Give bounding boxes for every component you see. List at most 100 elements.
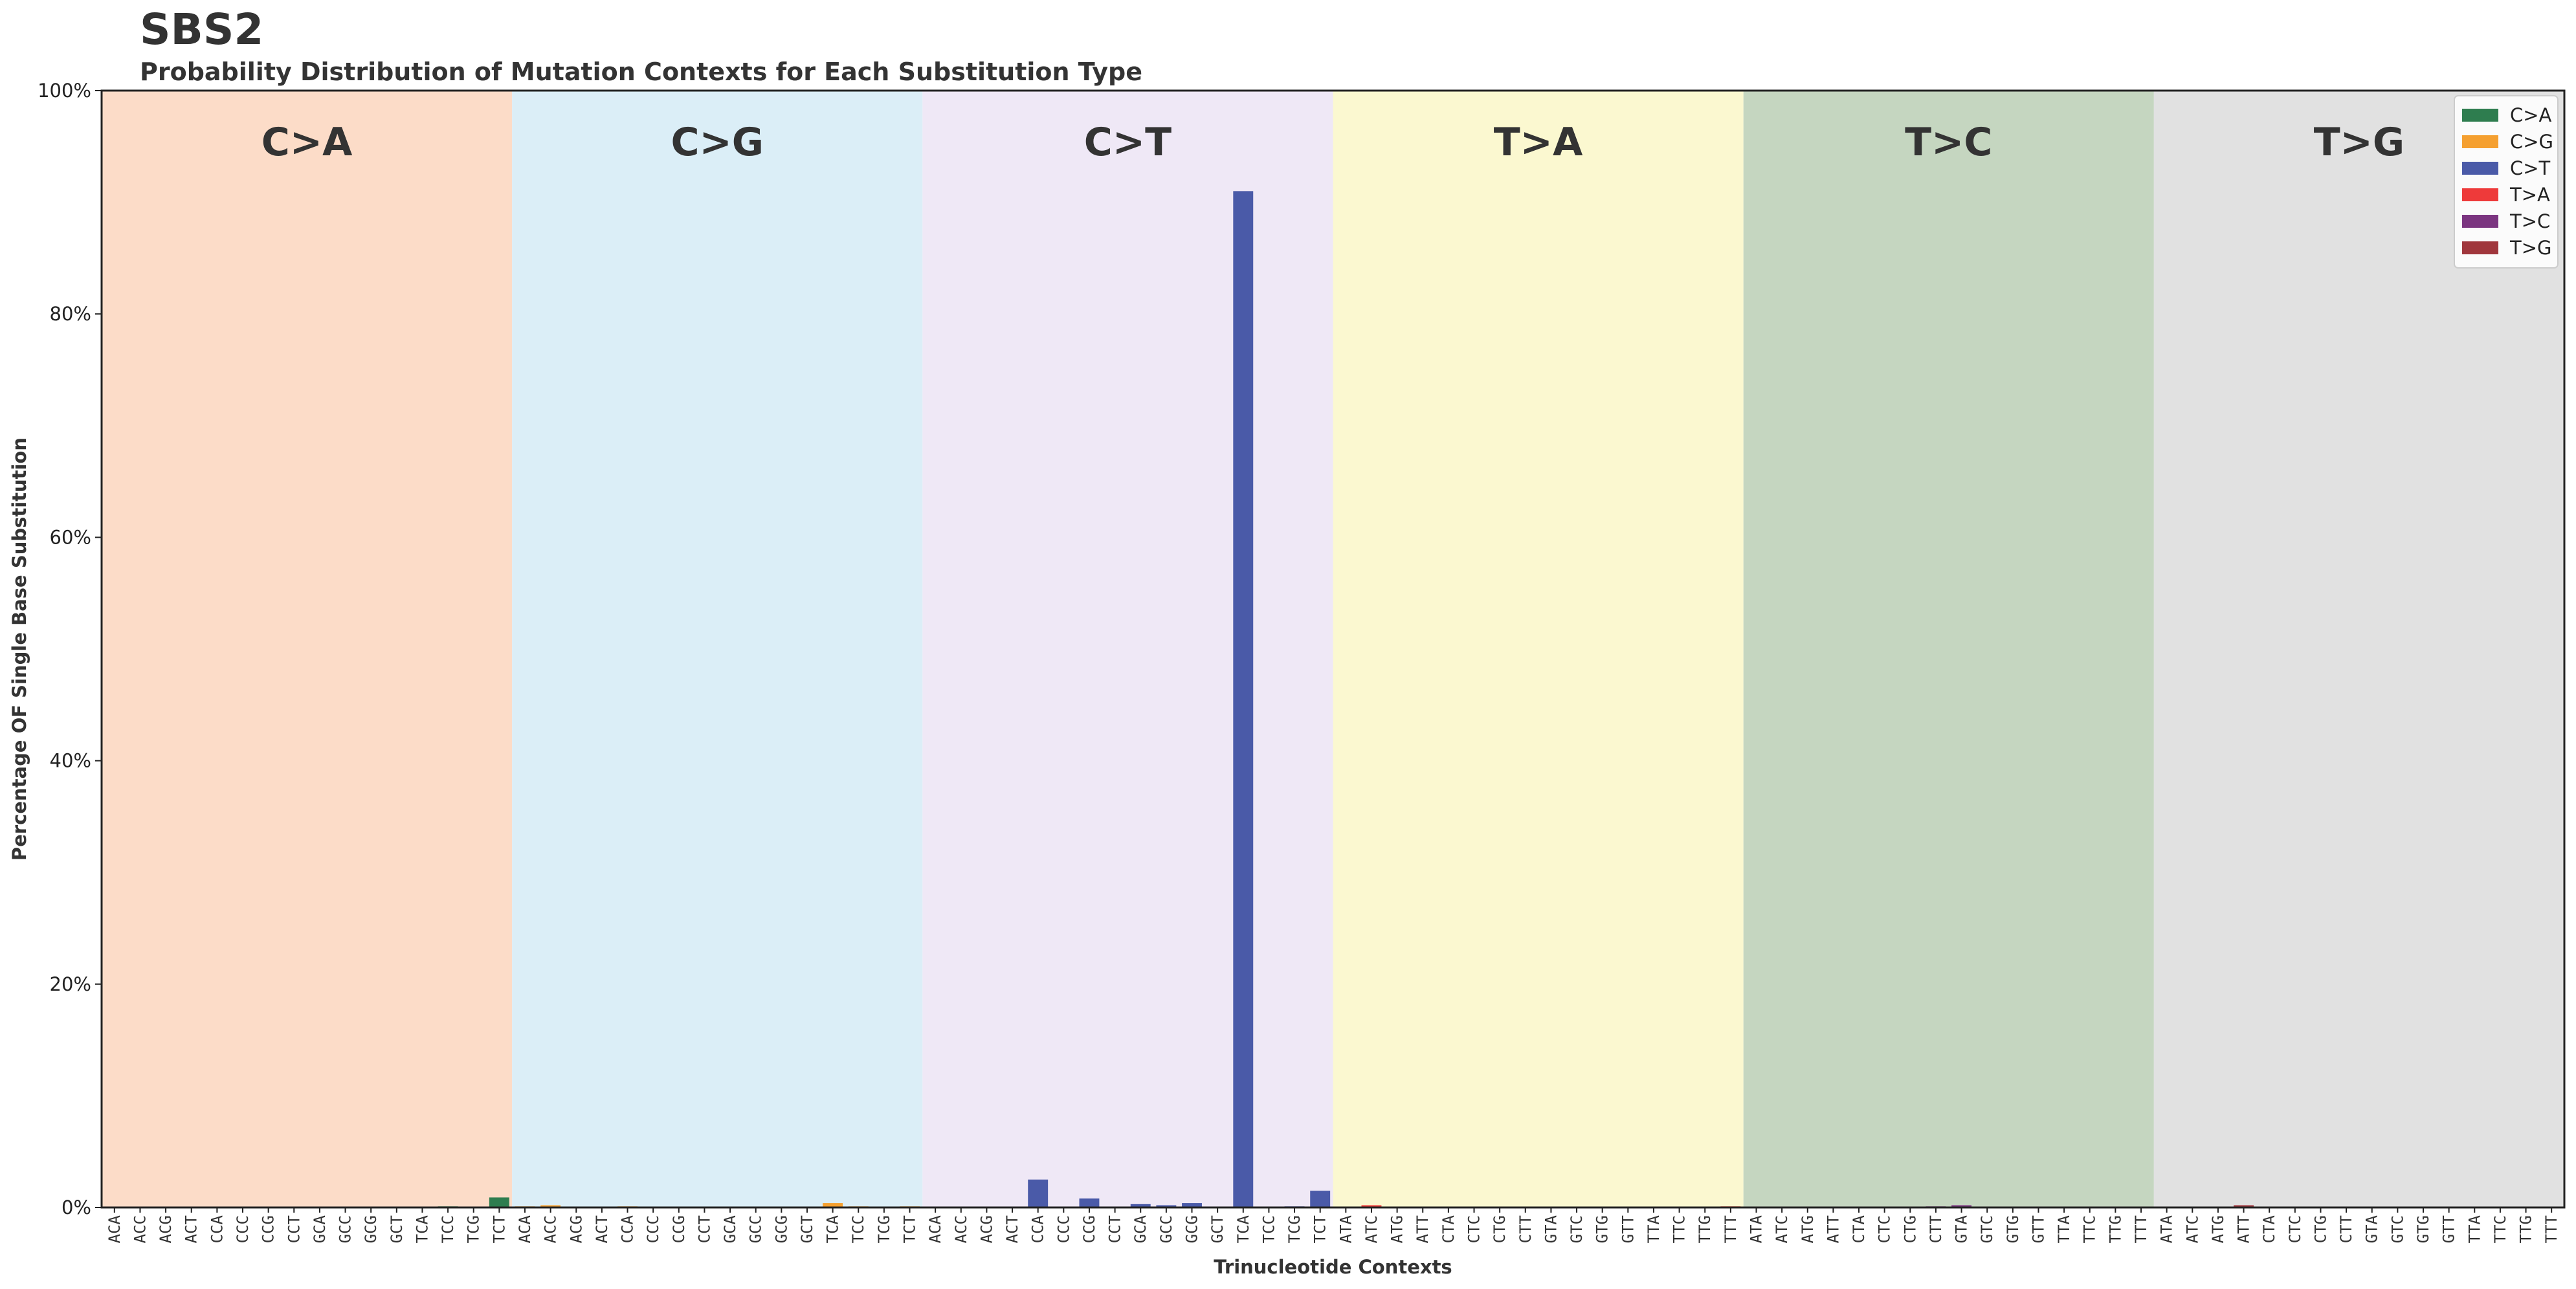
x-tick-label: ACG: [567, 1215, 585, 1243]
x-tick-label: TTT: [2132, 1215, 2150, 1243]
x-tick-label: GTA: [1953, 1215, 1971, 1243]
x-tick-label: TTA: [2465, 1215, 2483, 1243]
x-axis-ticks: ACA ACC ACG ACT CCA CCC CCG CCT GCA GCC GCG GCT TCA T…: [105, 1207, 2560, 1243]
segment-background: [1743, 91, 2154, 1207]
x-tick-label: GCC: [1157, 1215, 1175, 1243]
x-tick-label: ATG: [1799, 1215, 1817, 1243]
x-tick-label: GCA: [311, 1215, 329, 1243]
x-tick-label: TTT: [1722, 1215, 1740, 1243]
x-tick-label: ATC: [1362, 1215, 1381, 1243]
legend-label: C>T: [2510, 157, 2551, 179]
y-tick-label: 60%: [50, 526, 91, 548]
x-tick-label: GTG: [1593, 1215, 1612, 1243]
x-tick-label: CCA: [619, 1215, 637, 1243]
segment-background: [512, 91, 923, 1207]
bar: [1028, 1179, 1049, 1207]
segment-background: [922, 91, 1333, 1207]
bar: [1233, 191, 1254, 1208]
x-tick-label: CTA: [1439, 1215, 1458, 1243]
x-tick-label: TCT: [901, 1215, 919, 1243]
x-tick-label: CTG: [1901, 1215, 1919, 1243]
bar: [1951, 1205, 1972, 1207]
segment-background: [1333, 91, 1744, 1207]
bar: [1079, 1198, 1100, 1207]
x-tick-label: TTT: [2542, 1215, 2560, 1243]
x-tick-label: CTC: [1876, 1215, 1894, 1243]
x-tick-label: GTA: [1542, 1215, 1560, 1243]
x-tick-label: CTA: [1850, 1215, 1868, 1243]
x-tick-label: CTG: [1491, 1215, 1509, 1243]
x-tick-label: GTA: [2363, 1215, 2381, 1243]
x-tick-label: ATG: [2209, 1215, 2227, 1243]
x-tick-label: TCG: [875, 1215, 893, 1243]
x-tick-label: GCA: [1131, 1215, 1149, 1243]
legend-label: C>A: [2510, 104, 2552, 126]
x-tick-label: ACT: [593, 1215, 611, 1243]
x-tick-label: TCC: [849, 1215, 867, 1243]
x-tick-label: TTG: [2106, 1215, 2124, 1243]
x-tick-label: TCG: [465, 1215, 483, 1243]
x-tick-label: GTG: [2004, 1215, 2022, 1243]
x-tick-label: CCC: [234, 1215, 252, 1243]
x-tick-label: ATC: [1773, 1215, 1791, 1243]
x-tick-label: CCT: [285, 1215, 303, 1243]
plot-frame: [100, 89, 2566, 1209]
x-tick-label: CTT: [1927, 1215, 1945, 1243]
segment-label: T>C: [1905, 120, 1992, 165]
bar: [1182, 1203, 1202, 1207]
x-tick-label: TCA: [824, 1215, 842, 1243]
legend-swatch: [2462, 188, 2498, 201]
chart-title: SBS2: [140, 5, 263, 54]
x-tick-label: GCG: [1183, 1215, 1201, 1243]
x-tick-label: CTC: [2286, 1215, 2304, 1243]
x-tick-label: CCT: [1106, 1215, 1124, 1243]
x-tick-label: TTG: [2517, 1215, 2535, 1243]
x-tick-label: GCG: [362, 1215, 380, 1243]
x-tick-label: CTC: [1465, 1215, 1483, 1243]
x-tick-label: GTC: [2388, 1215, 2406, 1243]
bars: [438, 191, 2254, 1208]
x-tick-label: ACG: [977, 1215, 995, 1243]
x-tick-label: ACT: [1003, 1215, 1021, 1243]
segment-background: [102, 91, 513, 1207]
x-tick-label: ACA: [105, 1215, 124, 1243]
x-tick-label: CCA: [208, 1215, 226, 1243]
y-axis-label: Percentage OF Single Base Substitution: [8, 437, 30, 861]
x-tick-label: CTG: [2311, 1215, 2329, 1243]
x-tick-label: CCA: [1029, 1215, 1047, 1243]
x-tick-label: ATT: [1824, 1215, 1842, 1243]
x-tick-label: GCC: [747, 1215, 765, 1243]
bar: [1156, 1205, 1177, 1207]
segment-backgrounds: [102, 91, 2564, 1207]
x-tick-label: CTA: [2260, 1215, 2278, 1243]
x-tick-label: CCG: [670, 1215, 688, 1243]
x-tick-label: CCC: [1054, 1215, 1072, 1243]
chart-subtitle: Probability Distribution of Mutation Con…: [140, 58, 1142, 86]
x-tick-label: GTT: [2440, 1215, 2458, 1243]
x-tick-label: TCT: [1311, 1215, 1329, 1243]
x-tick-label: TCC: [1260, 1215, 1278, 1243]
x-tick-label: TCA: [413, 1215, 431, 1243]
x-tick-label: CCC: [644, 1215, 662, 1243]
x-tick-label: CTT: [1516, 1215, 1535, 1243]
legend-swatch: [2462, 241, 2498, 254]
x-tick-label: TTA: [1645, 1215, 1663, 1243]
x-tick-label: TCG: [1285, 1215, 1304, 1243]
segment-labels: C>A C>G C>T T>A T>C T>G: [261, 120, 2404, 165]
x-tick-label: GTT: [2029, 1215, 2047, 1243]
segment-label: T>A: [1494, 120, 1583, 165]
legend-label: T>G: [2509, 237, 2552, 259]
legend-swatch: [2462, 109, 2498, 122]
x-tick-label: ATT: [2235, 1215, 2253, 1243]
x-tick-label: CTT: [2337, 1215, 2355, 1243]
x-tick-label: TTA: [2055, 1215, 2073, 1243]
y-tick-label: 80%: [50, 303, 91, 325]
y-tick-label: 40%: [50, 750, 91, 772]
x-tick-label: ATC: [2183, 1215, 2201, 1243]
x-tick-label: ATA: [1747, 1215, 1765, 1243]
y-tick-label: 100%: [38, 80, 91, 102]
x-tick-label: GCT: [798, 1215, 816, 1243]
legend-label: C>G: [2510, 131, 2553, 153]
legend-swatch: [2462, 162, 2498, 175]
